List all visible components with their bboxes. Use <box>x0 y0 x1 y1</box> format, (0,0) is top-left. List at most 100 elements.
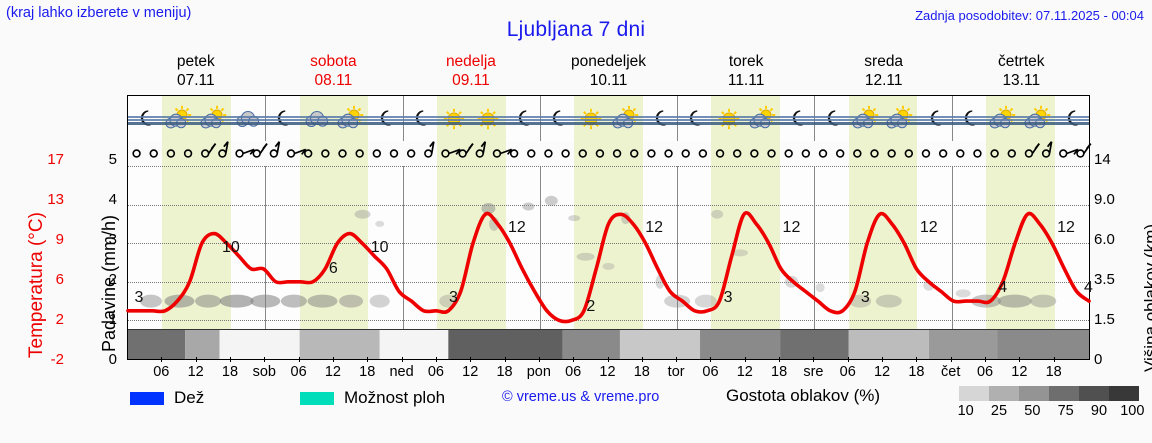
time-tick-25: 12 <box>1011 364 1028 380</box>
time-tickmark-22 <box>916 357 918 362</box>
inversion-bar-1 <box>128 119 1089 121</box>
inversion-bar-0 <box>128 116 1089 118</box>
temp-annotation-14: 4 <box>1084 279 1093 297</box>
day-date: 12.11 <box>864 72 903 89</box>
temperature-tick: 13 <box>47 191 64 208</box>
day-name: sobota <box>310 53 357 70</box>
temperature-tick: 17 <box>47 151 64 168</box>
time-tick-26: 18 <box>1045 364 1062 380</box>
cloud-cover-layer <box>139 195 1057 308</box>
page-title: Ljubljana 7 dni <box>506 18 646 41</box>
gridline-3 <box>128 281 1089 283</box>
temp-annotation-11: 12 <box>919 219 938 237</box>
daylight-band-3 <box>574 166 643 359</box>
day-separator-6 <box>951 96 953 141</box>
location-menu-note: (kraj lahko izberete v meniju) <box>6 5 192 21</box>
time-tick-14: 18 <box>633 364 650 380</box>
day-separator-6 <box>951 166 953 359</box>
day-date: 10.11 <box>589 72 628 89</box>
day-name: petek <box>176 53 215 70</box>
time-tick-12: 06 <box>565 364 582 380</box>
time-tickmark-12 <box>573 357 575 362</box>
weather-icon-band <box>128 96 1089 141</box>
gridline-1 <box>128 204 1089 206</box>
time-tickmark-13 <box>607 357 609 362</box>
daylight-band-1 <box>299 166 369 359</box>
forecast-plot[interactable]: 3 10 6 10 3 12 2 12 3 12 3 12 4 12 4 <box>126 95 1093 360</box>
cloud-height-tick: 1.5 <box>1094 311 1115 328</box>
day-header-4: torek 11.11 <box>677 52 815 92</box>
temp-annotation-9: 12 <box>782 219 801 237</box>
day-separator-1 <box>265 166 267 359</box>
time-tickmark-14 <box>641 357 643 362</box>
day-separator-3 <box>539 166 541 359</box>
daylight-band-6 <box>986 166 1055 359</box>
last-update-stamp: Zadnja posodobitev: 07.11.2025 - 00:04 <box>915 8 1144 23</box>
day-header-5: sreda 12.11 <box>815 52 953 92</box>
legend-showers: Možnost ploh <box>300 386 445 410</box>
time-tickmark-19 <box>813 357 815 362</box>
temp-annotation-5: 12 <box>507 219 526 237</box>
time-tickmark-3 <box>264 357 266 362</box>
time-tick-2: 18 <box>221 364 239 380</box>
inversion-bar-2 <box>128 122 1089 125</box>
time-tick-15: tor <box>667 364 685 380</box>
temperature-tick: 9 <box>55 231 64 248</box>
daylight-band-4 <box>711 166 781 359</box>
time-tick-13: 12 <box>599 364 616 380</box>
time-tickmark-17 <box>744 357 746 362</box>
temperature-curve <box>126 211 1091 324</box>
temp-annotation-4: 3 <box>449 288 458 306</box>
time-tickmark-11 <box>538 357 540 362</box>
precipitation-tick: 5 <box>108 151 117 168</box>
cloud-density-scale-values: 10 25 50 75 90 100 <box>949 403 1149 419</box>
time-tick-0: 06 <box>153 364 170 380</box>
time-tick-24: 06 <box>976 364 994 380</box>
time-tickmark-18 <box>779 357 781 362</box>
cloud-height-tick: 9.0 <box>1094 191 1115 208</box>
cloud-density-swatch-4 <box>1079 386 1109 401</box>
showers-color-swatch <box>300 391 334 405</box>
precipitation-tick: 3 <box>108 231 117 248</box>
day-separator-2 <box>402 96 404 141</box>
cloud-density-swatch-2 <box>1019 386 1049 401</box>
day-date: 07.11 <box>176 72 215 89</box>
time-tick-21: 12 <box>873 364 891 380</box>
time-tickmark-5 <box>332 357 334 362</box>
temp-annotation-1: 10 <box>221 238 240 256</box>
gridline-0 <box>128 166 1089 167</box>
time-tick-16: 06 <box>702 364 719 380</box>
day-name: torek <box>728 53 764 70</box>
low-cloud-layer <box>128 329 1089 359</box>
precipitation-tick: 4 <box>108 191 117 208</box>
time-tickmark-1 <box>195 357 197 362</box>
time-tickmark-8 <box>435 357 437 362</box>
time-tick-19: sre <box>803 364 824 380</box>
time-tick-22: 18 <box>908 364 925 380</box>
time-tickmark-24 <box>985 357 987 362</box>
daylight-band-2 <box>436 166 506 359</box>
day-header-6: četrtek 13.11 <box>952 52 1090 92</box>
gridline-2 <box>128 243 1089 245</box>
time-tickmark-26 <box>1053 357 1055 362</box>
cloud-height-axis-title: Višina oblakov (km) <box>1141 223 1152 372</box>
cloud-height-tick: 14 <box>1094 151 1111 168</box>
time-tick-18: 18 <box>771 364 788 380</box>
rain-legend-label: Dež <box>174 388 205 407</box>
chart-plot-area: 3 10 6 10 3 12 2 12 3 12 3 12 4 12 4 <box>126 166 1093 359</box>
time-axis: 06 12 18 sob 06 12 18 ned 06 12 18 pon 06 12 18 tor 06 12… <box>127 357 1090 382</box>
cloud-density-value-0: 10 <box>957 403 974 419</box>
day-name: nedelja <box>445 53 496 70</box>
time-tick-10: 18 <box>496 364 513 380</box>
cloud-height-axis-ticks: 14 9.0 6.0 3.5 1.5 0 <box>1094 151 1134 368</box>
day-date: 11.11 <box>727 72 765 89</box>
wind-barb-band <box>128 141 1092 166</box>
cloud-density-gradient <box>959 386 1139 401</box>
time-tickmark-25 <box>1019 357 1021 362</box>
precipitation-tick: 1 <box>108 311 117 328</box>
wind-barbs <box>132 141 1092 158</box>
time-tickmark-7 <box>401 357 403 362</box>
credit-link[interactable]: © vreme.us & vreme.pro <box>502 389 660 405</box>
gridline-4 <box>128 320 1089 322</box>
precip-baseline <box>128 329 1089 331</box>
